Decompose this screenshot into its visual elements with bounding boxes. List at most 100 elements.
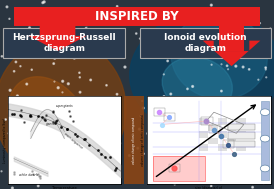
Point [209,4,213,7]
Point [98,133,102,136]
Point [12,172,16,175]
Bar [218,144,227,151]
Point [209,185,213,188]
Point [169,92,173,95]
Point [268,27,273,30]
Bar [201,117,213,125]
Point [136,147,140,150]
Bar [236,144,246,151]
Point [264,66,268,69]
Bar [153,156,205,181]
Bar [199,131,208,138]
Bar [208,144,218,151]
Point [87,157,91,160]
Point [162,143,167,146]
Point [134,32,138,35]
Ellipse shape [0,39,126,180]
Circle shape [260,165,270,172]
Point [69,123,73,126]
Point [4,118,8,121]
Point [242,120,247,123]
Point [116,180,121,183]
Point [42,0,46,3]
Point [72,57,76,60]
Bar [261,101,269,180]
Point [165,59,170,62]
Point [6,132,11,135]
X-axis label: Temperature: Temperature [52,186,77,189]
Point [66,82,70,85]
Point [235,43,239,46]
Point [243,34,248,37]
Point [37,175,41,178]
Point [250,186,255,189]
Point [258,22,262,25]
Point [5,5,9,8]
Point [114,167,119,170]
Bar [209,125,220,133]
Point [52,80,57,83]
Polygon shape [31,110,64,139]
Point [192,50,196,53]
Point [78,91,82,94]
Point [89,78,93,81]
Point [59,125,63,128]
Point [19,115,23,118]
Point [133,18,138,21]
Point [8,89,12,92]
Bar [199,118,208,125]
Point [96,19,100,22]
Bar [227,138,236,144]
Point [212,128,216,131]
Point [36,172,40,175]
Point [12,170,16,174]
Point [171,22,176,25]
Point [28,15,32,18]
Point [190,85,195,88]
Point [247,68,251,71]
Point [31,172,35,175]
Text: giants: giants [46,122,56,125]
Point [18,65,23,68]
Point [80,119,85,122]
Bar [14,7,260,26]
Point [52,121,57,124]
Bar [208,131,218,138]
Bar [208,118,218,125]
Point [172,167,176,170]
Point [162,95,166,98]
Point [67,114,72,117]
FancyBboxPatch shape [3,28,125,58]
Point [218,56,222,59]
Point [198,160,203,163]
Point [36,126,41,129]
Bar [236,118,246,125]
Point [99,152,103,155]
Point [255,157,259,160]
Circle shape [260,109,270,115]
Point [221,118,226,121]
Point [53,57,57,60]
Point [48,170,52,174]
Bar [223,140,234,148]
FancyBboxPatch shape [140,28,271,58]
Bar [236,138,246,144]
Point [264,76,269,79]
Point [133,12,138,15]
Bar [227,125,236,131]
Text: INSPIRED BY: INSPIRED BY [95,10,179,22]
Point [83,151,87,154]
Point [70,120,75,123]
Point [45,166,49,169]
Point [59,124,63,127]
Point [28,114,33,117]
Point [226,143,230,146]
Point [19,109,23,112]
Point [96,148,100,151]
Point [31,10,35,13]
Bar [208,138,218,144]
Point [204,119,209,122]
Point [110,11,115,14]
Point [90,170,95,173]
Point [12,70,16,73]
